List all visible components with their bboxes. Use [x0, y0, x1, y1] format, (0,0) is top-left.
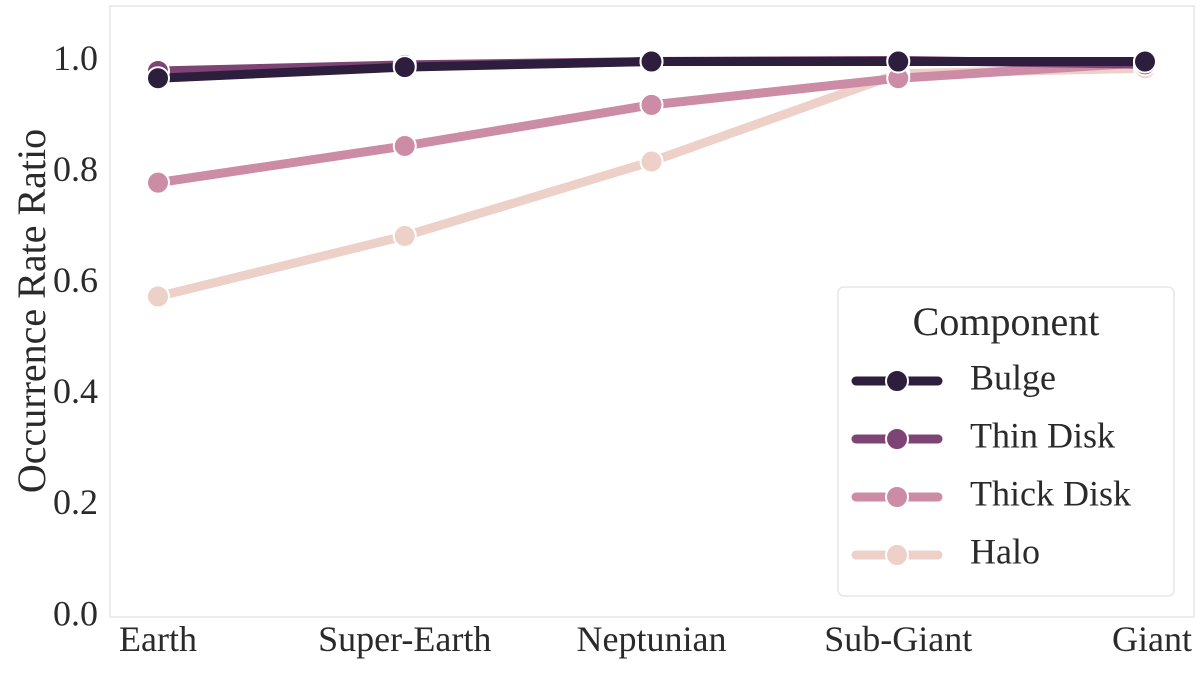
data-point: [1133, 49, 1157, 74]
legend-entries: Bulge Thin Disk Thick Disk Halo: [851, 357, 1131, 571]
data-point: [639, 49, 664, 74]
x-tick-label: Earth: [119, 619, 197, 659]
y-tick-label: 0.6: [53, 260, 98, 300]
y-tick-label: 0.0: [53, 593, 98, 633]
legend-title: Component: [913, 299, 1100, 344]
x-tick-labels: Earth Super-Earth Neptunian Sub-Giant Giant: [119, 619, 1192, 659]
y-tick-labels: 0.0 0.2 0.4 0.6 0.8 1.0: [53, 38, 98, 633]
data-point: [146, 66, 170, 91]
x-tick-label: Neptunian: [577, 619, 727, 659]
data-point: [392, 223, 417, 248]
data-point: [392, 133, 417, 158]
data-point: [639, 149, 664, 174]
plot-frame: [109, 5, 1195, 618]
data-point: [146, 170, 170, 195]
data-point: [146, 284, 170, 309]
y-axis-title: Occurrence Rate Ratio: [9, 129, 54, 493]
legend-label: Bulge: [970, 357, 1056, 397]
legend-marker: [885, 369, 909, 393]
data-point: [639, 92, 664, 117]
x-tick-label: Sub-Giant: [824, 619, 972, 659]
y-tick-label: 1.0: [53, 38, 98, 78]
y-tick-label: 0.4: [53, 371, 98, 411]
data-point: [392, 55, 417, 80]
x-tick-label: Super-Earth: [318, 619, 491, 659]
legend-label: Thin Disk: [970, 415, 1115, 455]
legend-label: Thick Disk: [970, 473, 1131, 513]
legend: Component Bulge Thin Disk Thick Disk Halo: [837, 286, 1175, 597]
y-tick-label: 0.8: [53, 149, 98, 189]
legend-box: [837, 286, 1175, 597]
y-tick-label: 0.2: [53, 482, 98, 522]
legend-label: Halo: [970, 531, 1040, 571]
legend-marker: [885, 485, 909, 509]
legend-marker: [885, 427, 909, 451]
x-tick-label: Giant: [1112, 619, 1192, 659]
series-points: [146, 48, 1157, 309]
legend-marker: [885, 543, 909, 567]
data-point: [886, 49, 911, 74]
